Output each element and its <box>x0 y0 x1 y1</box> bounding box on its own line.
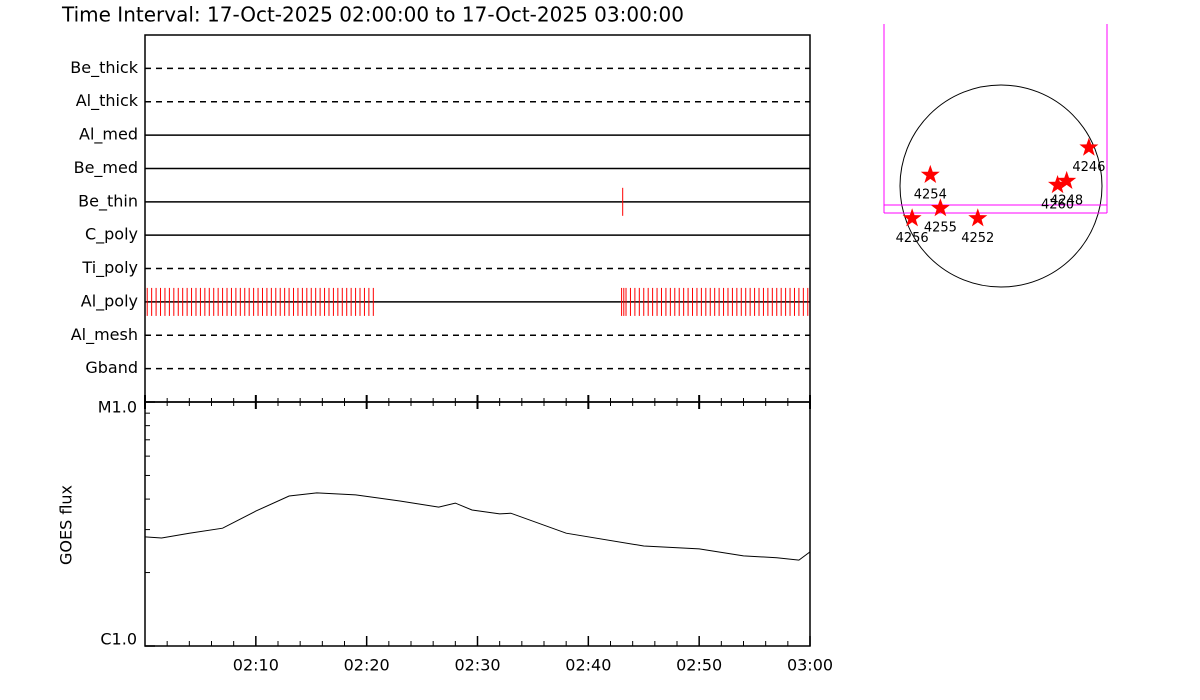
region-label: 4260 <box>1041 197 1074 212</box>
goes-curve <box>144 492 811 561</box>
row-label: Be_med <box>74 158 138 178</box>
row-label: Ti_poly <box>81 258 138 278</box>
timeline-frame <box>144 34 811 403</box>
row-label: Al_med <box>79 125 138 145</box>
region-label: 4255 <box>924 221 957 236</box>
y-tick-label: C1.0 <box>100 630 137 649</box>
x-tick-label: 02:30 <box>454 656 500 675</box>
row-label: Gband <box>85 358 138 377</box>
y-axis-label: GOES flux <box>57 485 76 565</box>
region-star <box>968 208 988 227</box>
region-label: 4256 <box>896 231 929 246</box>
row-label: Be_thin <box>78 191 138 211</box>
row-label: Al_thick <box>76 91 139 111</box>
y-tick-label: M1.0 <box>98 398 137 417</box>
goes-frame <box>144 401 811 647</box>
x-tick-label: 02:40 <box>565 656 611 675</box>
x-tick-label: 03:00 <box>787 656 833 675</box>
region-label: 4254 <box>914 187 947 202</box>
row-label: C_poly <box>85 225 138 245</box>
region-label: 4252 <box>961 231 994 246</box>
row-label: Al_mesh <box>71 325 138 345</box>
x-tick-label: 02:50 <box>676 656 722 675</box>
chart-title: Time Interval: 17-Oct-2025 02:00:00 to 1… <box>61 3 684 27</box>
row-label: Be_thick <box>70 58 138 78</box>
region-star <box>902 208 922 227</box>
x-tick-label: 02:10 <box>233 656 279 675</box>
x-tick-label: 02:20 <box>344 656 390 675</box>
region-label: 4246 <box>1072 160 1105 175</box>
field-of-view <box>883 24 1108 214</box>
region-star <box>1048 175 1068 194</box>
region-label: 4248 <box>1050 193 1083 208</box>
region-star <box>930 198 950 217</box>
row-label: Al_poly <box>81 291 138 311</box>
region-star <box>1079 137 1099 156</box>
solar-disk <box>899 84 1103 288</box>
region-star <box>1057 170 1077 189</box>
region-star <box>920 164 940 183</box>
